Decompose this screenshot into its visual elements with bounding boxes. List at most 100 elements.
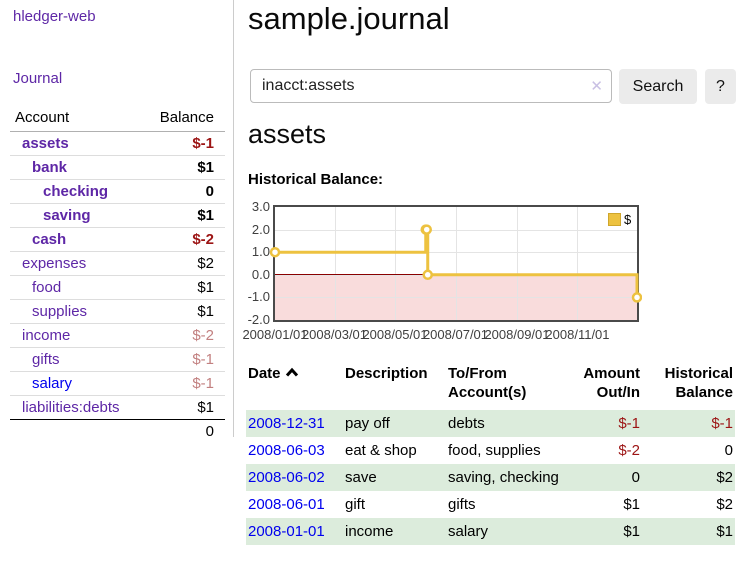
register-header-row: Date Description To/From Account(s) Amou… (246, 362, 735, 410)
register-row: 2008-01-01 income salary $1 $1 (246, 518, 735, 545)
x-axis-tick-label: 2008/09/01 (484, 327, 550, 342)
clear-search-icon[interactable]: ✕ (590, 78, 603, 95)
transaction-accounts: debts (448, 415, 485, 432)
account-balance: $1 (197, 159, 214, 176)
account-balance: $1 (197, 207, 214, 224)
account-link-bank[interactable]: bank (32, 159, 68, 176)
chart-gridline-vertical (516, 207, 518, 320)
transaction-date-link[interactable]: 2008-06-01 (248, 496, 325, 513)
account-link-cash[interactable]: cash (32, 231, 67, 248)
account-link-saving[interactable]: saving (43, 207, 91, 224)
transaction-balance: $2 (716, 496, 733, 513)
account-link-liabilities-debts[interactable]: liabilities:debts (22, 399, 120, 416)
account-link-salary[interactable]: salary (32, 375, 73, 392)
account-balance: $-2 (192, 327, 214, 344)
transaction-amount: $1 (623, 496, 640, 513)
transaction-date-link[interactable]: 2008-12-31 (248, 415, 325, 432)
chart-section-title: Historical Balance: (248, 171, 384, 188)
x-axis-tick-label: 2008/03/01 (301, 327, 368, 342)
accounts-header-row: Account Balance (10, 103, 225, 132)
account-balance: $1 (197, 399, 214, 416)
data-point-marker (421, 224, 432, 235)
y-axis-tick-label: 2.0 (251, 221, 270, 237)
transaction-date-link[interactable]: 2008-01-01 (248, 523, 325, 540)
register-row: 2008-06-02 save saving, checking 0 $2 (246, 464, 735, 491)
chart-gridline-vertical (577, 207, 579, 320)
account-link-gifts[interactable]: gifts (32, 351, 60, 368)
y-axis-tick-label: 3.0 (251, 199, 270, 214)
transaction-balance: 0 (724, 442, 733, 459)
chart-gridline-vertical (334, 207, 336, 320)
data-point-marker (269, 246, 281, 258)
account-balance: $-1 (192, 135, 214, 152)
account-link-supplies[interactable]: supplies (32, 303, 88, 320)
transaction-amount: $-1 (618, 415, 640, 432)
transaction-description: eat & shop (345, 442, 417, 459)
y-axis-tick-label: -1.0 (247, 289, 270, 305)
transaction-date-link[interactable]: 2008-06-02 (248, 469, 325, 486)
x-axis-tick-label: 2008/11/01 (545, 327, 610, 342)
account-row: cash $-2 (10, 227, 225, 252)
account-balance: $2 (197, 255, 214, 272)
accounts-header-account: Account (10, 103, 145, 132)
legend-label: $ (624, 212, 632, 227)
register-header-amount: Amount Out/In (583, 365, 640, 401)
transaction-balance: $2 (716, 469, 733, 486)
account-row: saving $1 (10, 203, 225, 228)
data-point-marker (422, 269, 433, 281)
account-row: gifts $-1 (10, 347, 225, 372)
account-link-expenses[interactable]: expenses (22, 255, 87, 272)
y-axis-tick-label: -2.0 (247, 312, 270, 327)
y-axis-tick-label: 1.0 (251, 244, 270, 260)
help-button[interactable]: ? (705, 69, 736, 104)
account-row: supplies $1 (10, 299, 225, 324)
account-balance: $1 (197, 279, 214, 296)
register-row: 2008-06-03 eat & shop food, supplies $-2… (246, 437, 735, 464)
register-header-balance: Historical Balance (664, 365, 733, 401)
nav-journal-link[interactable]: Journal (13, 70, 63, 87)
account-link-food[interactable]: food (32, 279, 62, 296)
accounts-total-row: 0 (10, 419, 225, 444)
chart-series-svg (269, 224, 642, 303)
account-row: checking 0 (10, 179, 225, 204)
brand-link[interactable]: hledger-web (13, 8, 96, 25)
transaction-accounts: saving, checking (448, 469, 559, 486)
transaction-balance: $1 (716, 523, 733, 540)
data-point-marker (631, 292, 642, 303)
register-table: Date Description To/From Account(s) Amou… (246, 362, 735, 545)
chart-plot-border (273, 205, 639, 322)
search-button[interactable]: Search (619, 69, 697, 104)
transaction-description: save (345, 469, 377, 486)
search-bar: ✕ (250, 69, 612, 103)
chart-gridline-vertical (395, 207, 396, 320)
search-input[interactable] (250, 69, 612, 103)
transaction-amount: $-2 (618, 442, 640, 459)
account-row: assets $-1 (10, 131, 225, 156)
transaction-description: income (345, 523, 394, 540)
account-row: liabilities:debts $1 (10, 395, 225, 420)
register-header-date[interactable]: Date (246, 362, 343, 410)
transaction-description: pay off (345, 415, 390, 432)
account-balance: 0 (205, 183, 214, 200)
x-axis-tick-label: 2008/05/01 (362, 327, 428, 342)
transaction-balance: $-1 (711, 415, 733, 432)
account-balance: $-1 (192, 375, 214, 392)
transaction-description: gift (345, 496, 366, 513)
account-link-assets[interactable]: assets (22, 135, 69, 152)
register-header-description: Description (345, 365, 428, 382)
account-row: food $1 (10, 275, 225, 300)
y-axis-tick-label: 0.0 (251, 266, 270, 282)
transaction-accounts: salary (448, 523, 489, 540)
account-row: income $-2 (10, 323, 225, 348)
account-heading: assets (248, 119, 327, 149)
account-link-checking[interactable]: checking (43, 183, 109, 200)
account-balance: $-2 (192, 231, 214, 248)
accounts-table: Account Balance assets $-1 bank $1 checkin… (10, 103, 225, 443)
sort-ascending-icon (285, 367, 298, 377)
chart-gridline-vertical (455, 207, 457, 320)
transaction-accounts: gifts (448, 496, 476, 513)
register-header-accounts: To/From Account(s) (448, 365, 527, 401)
register-row: 2008-12-31 pay off debts $-1 $-1 (246, 410, 735, 437)
account-link-income[interactable]: income (22, 327, 71, 344)
transaction-date-link[interactable]: 2008-06-03 (248, 442, 325, 459)
